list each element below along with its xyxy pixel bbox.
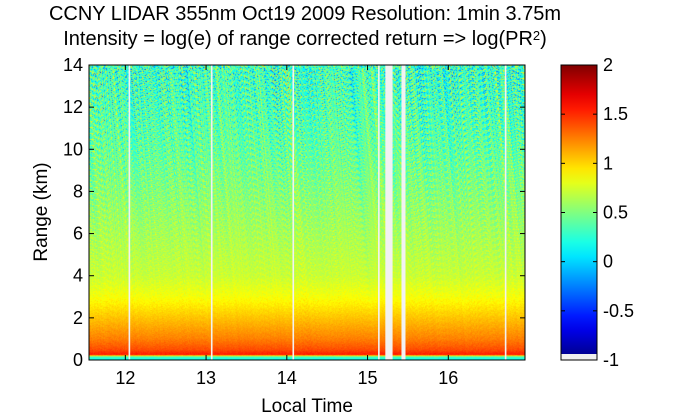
x-axis-label: Local Time [261, 396, 353, 417]
colorbar-tick-label: -1 [603, 350, 619, 370]
data-gap-0 [128, 65, 131, 360]
data-gap-4 [385, 65, 393, 360]
y-tick-label: 0 [73, 350, 83, 370]
x-tick-label: 13 [196, 368, 216, 388]
y-axis-label: Range (km) [31, 162, 52, 261]
colorbar-tick-label: 1.5 [603, 104, 628, 124]
plot-area [89, 65, 525, 360]
y-axis-ticks: 0 2 4 6 8 10 12 14 [63, 55, 525, 370]
x-tick-label: 15 [358, 368, 378, 388]
colorbar-ticks: 2 1.5 1 0.5 0 -0.5 -1 [561, 55, 634, 370]
heatmap-image [89, 65, 525, 360]
y-tick-label: 10 [63, 139, 83, 159]
y-tick-label: 14 [63, 55, 83, 75]
data-gap-5 [401, 65, 406, 360]
x-tick-label: 12 [115, 368, 135, 388]
y-tick-label: 4 [73, 266, 83, 286]
colorbar-tick-label: 2 [603, 55, 613, 75]
data-gap-3 [378, 65, 380, 360]
colorbar-tick-label: 1 [603, 153, 613, 173]
data-gap-2 [292, 65, 295, 360]
chart-subtitle-superscript: 2 [532, 28, 541, 43]
colorbar-tick-label: 0 [603, 252, 613, 272]
chart-subtitle: Intensity = log(e) of range corrected re… [0, 27, 610, 51]
x-tick-label: 16 [438, 368, 458, 388]
data-gaps [128, 65, 507, 360]
y-tick-label: 2 [73, 308, 83, 328]
colorbar-tick-label: 0.5 [603, 203, 628, 223]
x-tick-label: 14 [277, 368, 297, 388]
chart-subtitle-text: Intensity = log(e) of range corrected re… [63, 28, 533, 50]
y-tick-label: 12 [63, 97, 83, 117]
data-gap-6 [504, 65, 507, 360]
colorbar-fill [561, 65, 597, 360]
x-axis-ticks: 12 13 14 15 16 [115, 65, 458, 388]
plot-frame [88, 64, 526, 361]
y-tick-label: 6 [73, 224, 83, 244]
data-gap-1 [210, 65, 213, 360]
colorbar-tick-label: -0.5 [603, 301, 634, 321]
colorbar-bottom-band [561, 354, 597, 360]
chart-title: CCNY LIDAR 355nm Oct19 2009 Resolution: … [48, 3, 562, 25]
colorbar: 2 1.5 1 0.5 0 -0.5 -1 [560, 55, 634, 370]
y-tick-label: 8 [73, 181, 83, 201]
chart-subtitle-close: ) [540, 28, 547, 50]
